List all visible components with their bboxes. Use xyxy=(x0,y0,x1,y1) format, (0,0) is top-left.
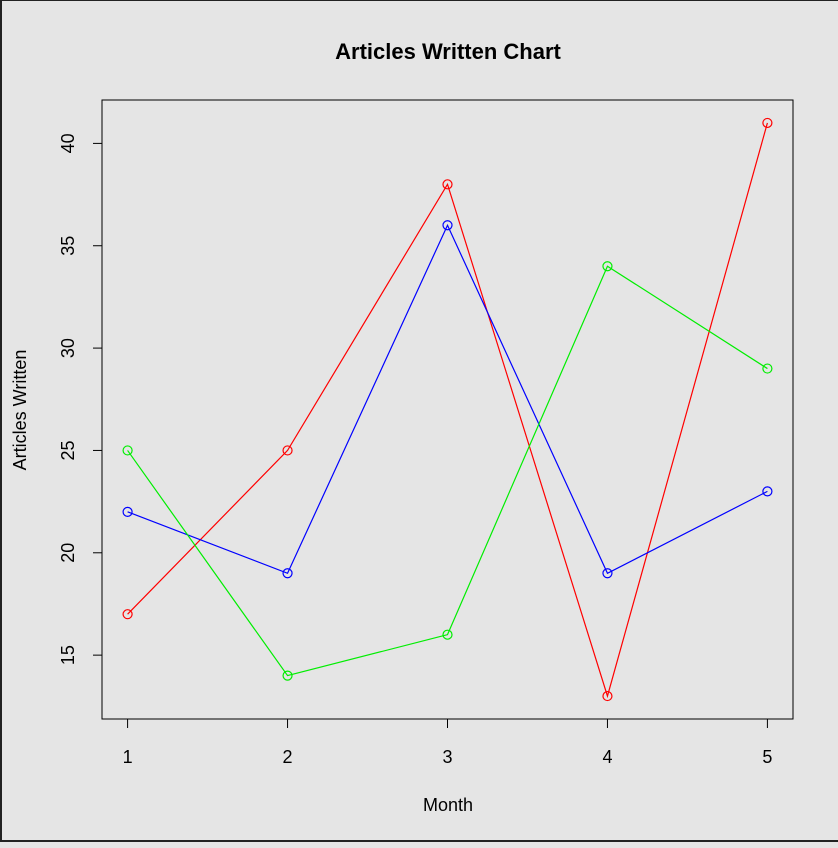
y-tick-label: 15 xyxy=(58,645,78,665)
data-point xyxy=(282,445,293,456)
data-point xyxy=(442,629,453,640)
x-tick-label: 4 xyxy=(602,747,612,767)
series-line-1 xyxy=(127,122,768,699)
data-point xyxy=(762,363,773,374)
data-point xyxy=(762,117,773,129)
data-point xyxy=(762,486,773,497)
series-layer xyxy=(122,117,773,702)
y-tick-label: 30 xyxy=(58,338,78,358)
chart-title: Articles Written Chart xyxy=(335,39,561,64)
y-axis: 15 20 25 30 35 40 xyxy=(58,133,103,665)
y-tick-label: 35 xyxy=(58,236,78,256)
data-point xyxy=(442,179,453,190)
series-line-2 xyxy=(127,223,768,575)
data-point xyxy=(122,609,133,620)
y-tick-label: 25 xyxy=(58,440,78,460)
data-point xyxy=(282,670,293,681)
x-axis: 1 2 3 4 5 xyxy=(123,718,772,767)
y-tick-label: 40 xyxy=(58,133,78,153)
data-point xyxy=(442,220,453,231)
plot-area-box xyxy=(101,99,794,720)
x-tick-label: 1 xyxy=(123,747,133,767)
data-point xyxy=(602,690,613,702)
data-point xyxy=(122,506,133,517)
x-axis-title: Month xyxy=(423,795,473,815)
x-tick-label: 2 xyxy=(283,747,293,767)
series-line-3 xyxy=(127,265,768,677)
data-point xyxy=(602,568,613,579)
data-point xyxy=(122,445,133,456)
x-tick-label: 5 xyxy=(762,747,772,767)
y-axis-title: Articles Written xyxy=(10,350,30,471)
data-point xyxy=(282,568,293,579)
x-tick-label: 3 xyxy=(442,747,452,767)
y-tick-label: 20 xyxy=(58,543,78,563)
data-point xyxy=(602,261,613,272)
